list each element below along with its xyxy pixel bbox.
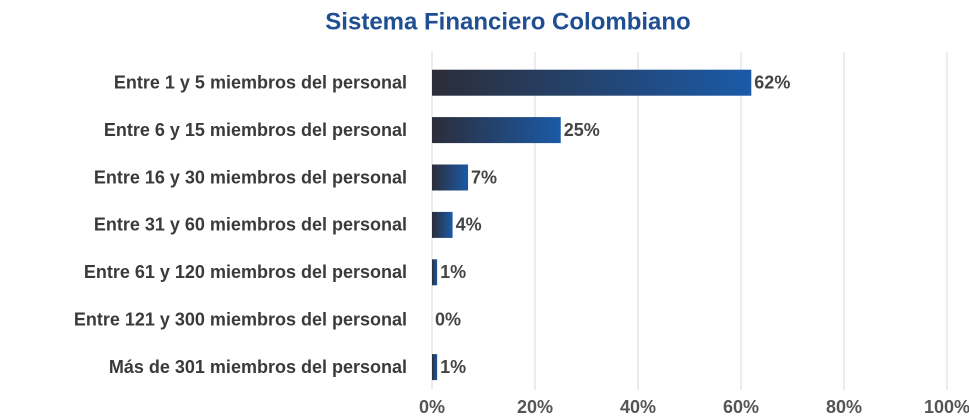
y-tick-label: Entre 6 y 15 miembros del personal xyxy=(104,120,407,140)
bar xyxy=(432,69,752,96)
bar xyxy=(432,211,453,238)
bar xyxy=(432,259,438,286)
x-tick-label: 100% xyxy=(924,397,969,417)
bar xyxy=(432,354,438,381)
y-tick-label: Entre 121 y 300 miembros del personal xyxy=(74,309,407,329)
x-tick-label: 0% xyxy=(419,397,445,417)
x-tick-label: 40% xyxy=(620,397,656,417)
value-label: 25% xyxy=(564,120,600,140)
value-label: 4% xyxy=(456,215,482,235)
value-label: 7% xyxy=(471,167,497,187)
value-label: 0% xyxy=(435,309,461,329)
value-label: 62% xyxy=(754,72,790,92)
y-tick-label: Entre 61 y 120 miembros del personal xyxy=(84,262,407,282)
bar xyxy=(432,117,561,144)
chart-title: Sistema Financiero Colombiano xyxy=(325,8,690,35)
x-tick-label: 80% xyxy=(826,397,862,417)
y-tick-label: Entre 1 y 5 miembros del personal xyxy=(114,72,407,92)
value-label: 1% xyxy=(440,262,466,282)
value-label: 1% xyxy=(440,357,466,377)
x-tick-label: 20% xyxy=(517,397,553,417)
bar xyxy=(432,164,469,191)
y-tick-label: Más de 301 miembros del personal xyxy=(109,357,407,377)
y-tick-label: Entre 31 y 60 miembros del personal xyxy=(94,215,407,235)
x-tick-label: 60% xyxy=(723,397,759,417)
y-tick-label: Entre 16 y 30 miembros del personal xyxy=(94,167,407,187)
